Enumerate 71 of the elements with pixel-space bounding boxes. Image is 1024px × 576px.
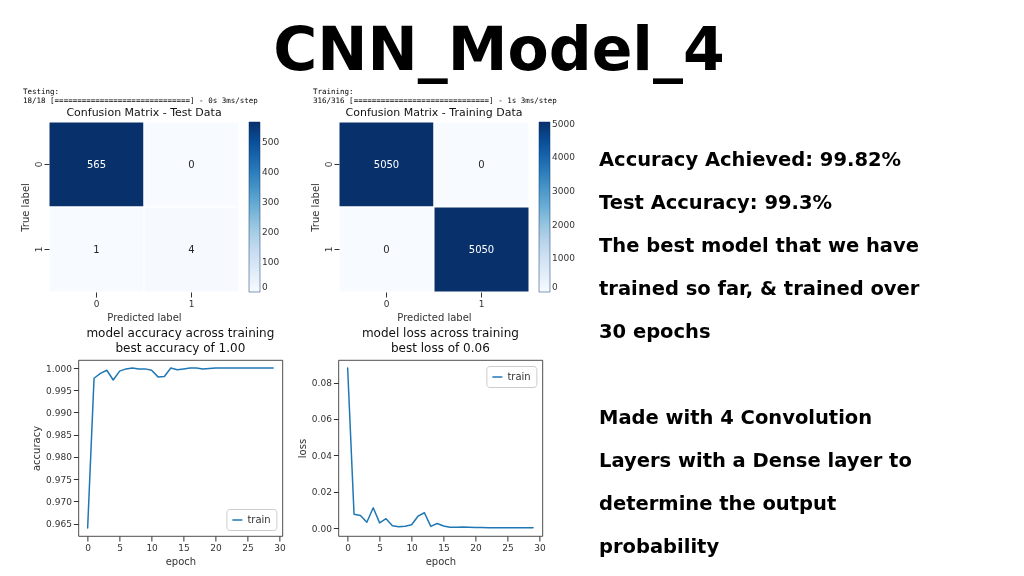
x-tick-label: 1 xyxy=(188,298,195,309)
y-tick-label: 0.985 xyxy=(46,430,72,441)
x-axis-title: epoch xyxy=(165,555,197,567)
y-tick-label: 0.975 xyxy=(46,474,72,485)
y-tick-label: 0.965 xyxy=(46,519,72,530)
chart-title: model loss across training best loss of 0.06 xyxy=(361,326,519,355)
x-tick-label: 0 xyxy=(93,298,100,309)
x-tick-label: 30 xyxy=(534,542,546,553)
color-bar-label: 2000 xyxy=(552,219,576,230)
chart-title: Confusion Matrix - Training Data xyxy=(345,105,523,119)
y-tick-label: 0.00 xyxy=(311,523,333,534)
color-bar-label: 3000 xyxy=(552,186,576,197)
x-tick-label: 20 xyxy=(470,542,483,553)
x-tick-label: 30 xyxy=(274,542,286,553)
x-tick-label: 0 xyxy=(345,542,352,553)
legend-label: train xyxy=(507,371,531,382)
color-bar-label: 100 xyxy=(262,256,280,267)
color-bar-label: 1000 xyxy=(552,253,576,264)
y-tick-label: 1 xyxy=(323,246,334,253)
x-tick-label: 25 xyxy=(502,542,514,553)
text: Made with 4 Convolution Layers with a Dense layer to determine the output probability xyxy=(599,406,912,558)
y-tick-label: 0.06 xyxy=(311,414,333,425)
color-bar-label: 0 xyxy=(262,282,268,292)
x-axis-title: Predicted label xyxy=(107,311,182,323)
y-tick-label: 0.08 xyxy=(311,378,333,389)
data-label: 5050 xyxy=(373,158,400,170)
x-tick-label: 15 xyxy=(438,542,450,553)
data-label: 4 xyxy=(188,243,195,255)
data-label: 5050 xyxy=(468,243,495,255)
x-tick-label: 25 xyxy=(242,542,254,553)
data-label: 565 xyxy=(86,158,107,170)
x-tick-label: 0 xyxy=(383,298,390,309)
x-axis-title: Predicted label xyxy=(397,311,472,323)
x-tick-label: 5 xyxy=(117,542,123,553)
y-tick-label: 1.000 xyxy=(46,363,73,374)
y-axis-title: True label xyxy=(309,183,321,233)
data-label: 1 xyxy=(93,243,100,255)
x-tick-label: 5 xyxy=(377,542,383,553)
line-series xyxy=(346,367,534,529)
color-bar-label: 5000 xyxy=(552,118,576,129)
y-tick-label: 0.980 xyxy=(46,452,73,463)
y-axis-title: loss xyxy=(296,438,308,459)
chart-title: Confusion Matrix - Test Data xyxy=(66,105,222,119)
color-bar-label: 4000 xyxy=(552,152,576,163)
color-bar-label: 200 xyxy=(262,226,280,237)
y-tick-label: 0.04 xyxy=(311,450,333,461)
y-tick-label: 0.990 xyxy=(46,407,73,418)
y-tick-label: 0 xyxy=(323,161,334,168)
x-tick-label: 1 xyxy=(478,298,485,309)
color-bar-label: 0 xyxy=(552,282,558,292)
y-tick-label: 0.02 xyxy=(311,487,332,498)
data-label: 0 xyxy=(478,158,485,170)
y-tick-label: 0.970 xyxy=(46,496,73,507)
y-axis-title: True label xyxy=(19,183,31,233)
y-tick-label: 0.995 xyxy=(46,385,72,396)
x-tick-label: 20 xyxy=(210,542,223,553)
color-bar-label: 400 xyxy=(262,166,280,177)
x-tick-label: 0 xyxy=(85,542,92,553)
x-axis-title: epoch xyxy=(425,555,457,567)
chart-title: model accuracy across training best accuracy of 1.00 xyxy=(86,326,275,355)
line-series xyxy=(86,367,274,529)
text: Accuracy Achieved: 99.82% Test Accuracy: 99.3% The best model that we have trained so far, & trained over 30 epochs xyxy=(599,148,920,343)
data-label: 0 xyxy=(188,158,195,170)
y-axis-title: accuracy xyxy=(31,425,43,472)
legend-label: train xyxy=(247,514,271,525)
x-tick-label: 15 xyxy=(178,542,190,553)
x-tick-label: 10 xyxy=(406,542,419,553)
color-bar-label: 300 xyxy=(262,196,280,207)
x-tick-label: 10 xyxy=(146,542,159,553)
data-label: 0 xyxy=(383,243,390,255)
color-bar-label: 500 xyxy=(262,136,280,147)
